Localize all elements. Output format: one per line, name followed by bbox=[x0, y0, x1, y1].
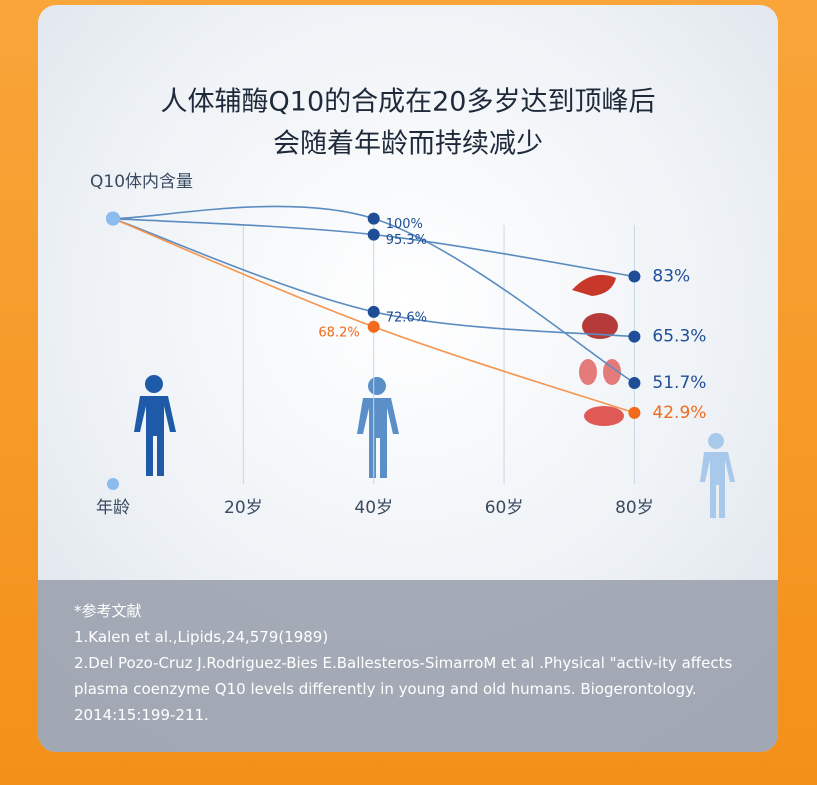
lungs-icon bbox=[582, 313, 618, 339]
x-axis-label: 年龄 bbox=[96, 498, 130, 518]
x-tick-label: 40岁 bbox=[354, 498, 393, 518]
data-point bbox=[628, 330, 641, 343]
data-label: 83% bbox=[652, 266, 690, 286]
human-figure bbox=[357, 377, 399, 478]
data-point bbox=[628, 406, 641, 419]
data-label: 42.9% bbox=[652, 403, 706, 423]
references-heading: *参考文献 bbox=[74, 602, 142, 620]
stomach-icon bbox=[584, 406, 624, 426]
references: *参考文献 1.Kalen et al.,Lipids,24,579(1989)… bbox=[38, 580, 778, 752]
kidneys-icon bbox=[579, 359, 621, 385]
human-figure bbox=[700, 433, 735, 518]
reference-item: 1.Kalen et al.,Lipids,24,579(1989) bbox=[74, 628, 329, 646]
data-label: 65.3% bbox=[652, 327, 706, 347]
data-point bbox=[367, 320, 380, 333]
human-figure bbox=[134, 375, 176, 476]
data-label: 72.6% bbox=[386, 310, 427, 325]
data-point bbox=[367, 212, 380, 225]
data-label: 68.2% bbox=[318, 325, 359, 340]
data-label: 100% bbox=[386, 217, 423, 232]
data-point bbox=[106, 211, 120, 226]
data-point bbox=[367, 228, 380, 241]
data-point bbox=[367, 305, 380, 318]
data-point bbox=[628, 270, 641, 283]
reference-item: 2.Del Pozo-Cruz J.Rodriguez-Bies E.Balle… bbox=[74, 654, 733, 724]
x-tick-label: 80岁 bbox=[615, 498, 654, 518]
x-tick-label: 20岁 bbox=[224, 498, 263, 518]
title-line: 人体辅酶Q10的合成在20多岁达到顶峰后 bbox=[161, 87, 656, 118]
liver-icon bbox=[572, 274, 616, 296]
axis-origin bbox=[107, 478, 119, 490]
title-line: 会随着年龄而持续减少 bbox=[273, 129, 543, 160]
y-axis-label: Q10体内含量 bbox=[90, 172, 193, 192]
x-tick-label: 60岁 bbox=[485, 498, 524, 518]
data-label: 51.7% bbox=[652, 373, 706, 393]
data-point bbox=[628, 376, 641, 389]
data-label: 95.3% bbox=[386, 233, 427, 248]
